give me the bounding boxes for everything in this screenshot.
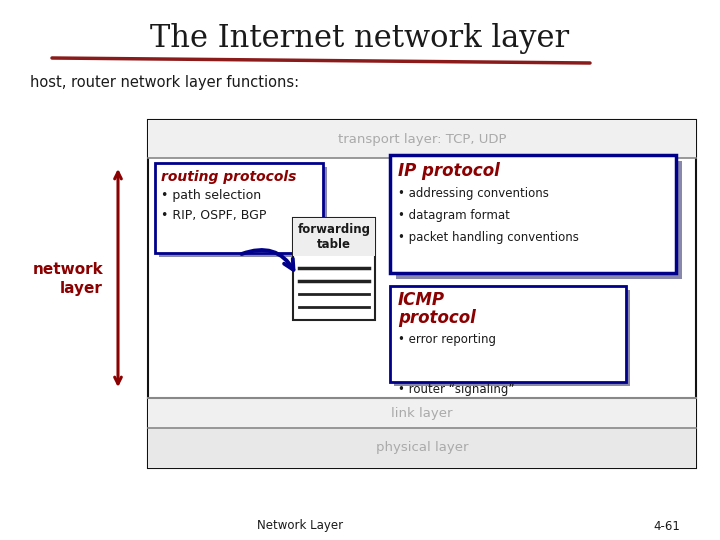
Text: link layer: link layer [391, 407, 453, 420]
Text: The Internet network layer: The Internet network layer [150, 23, 570, 53]
Bar [293, 218, 375, 256]
Text: • addressing conventions: • addressing conventions [398, 186, 549, 199]
Text: • datagram format: • datagram format [398, 208, 510, 221]
Bar [390, 155, 676, 273]
Bar [394, 290, 630, 386]
Text: network: network [32, 262, 103, 278]
Text: forwarding
table: forwarding table [297, 223, 371, 251]
Bar [148, 120, 696, 158]
Text: transport layer: TCP, UDP: transport layer: TCP, UDP [338, 132, 506, 145]
Bar [390, 286, 626, 382]
Text: ICMP: ICMP [398, 291, 445, 309]
Text: • RIP, OSPF, BGP: • RIP, OSPF, BGP [161, 208, 266, 221]
Text: IP protocol: IP protocol [398, 162, 500, 180]
Bar [159, 167, 327, 257]
Text: layer: layer [60, 280, 103, 295]
Text: • packet handling conventions: • packet handling conventions [398, 231, 579, 244]
Text: Network Layer: Network Layer [257, 519, 343, 532]
Bar [293, 218, 375, 320]
Bar [148, 398, 696, 428]
Text: host, router network layer functions:: host, router network layer functions: [30, 75, 299, 90]
Text: 4-61: 4-61 [653, 519, 680, 532]
Bar [155, 163, 323, 253]
Text: physical layer: physical layer [376, 442, 468, 455]
Text: protocol: protocol [398, 309, 476, 327]
Bar [396, 161, 682, 279]
Text: • error reporting: • error reporting [398, 334, 496, 347]
Bar [148, 120, 696, 468]
Text: • path selection: • path selection [161, 188, 261, 201]
Text: • router “signaling”: • router “signaling” [398, 383, 515, 396]
Text: routing protocols: routing protocols [161, 170, 297, 184]
Bar [148, 428, 696, 468]
